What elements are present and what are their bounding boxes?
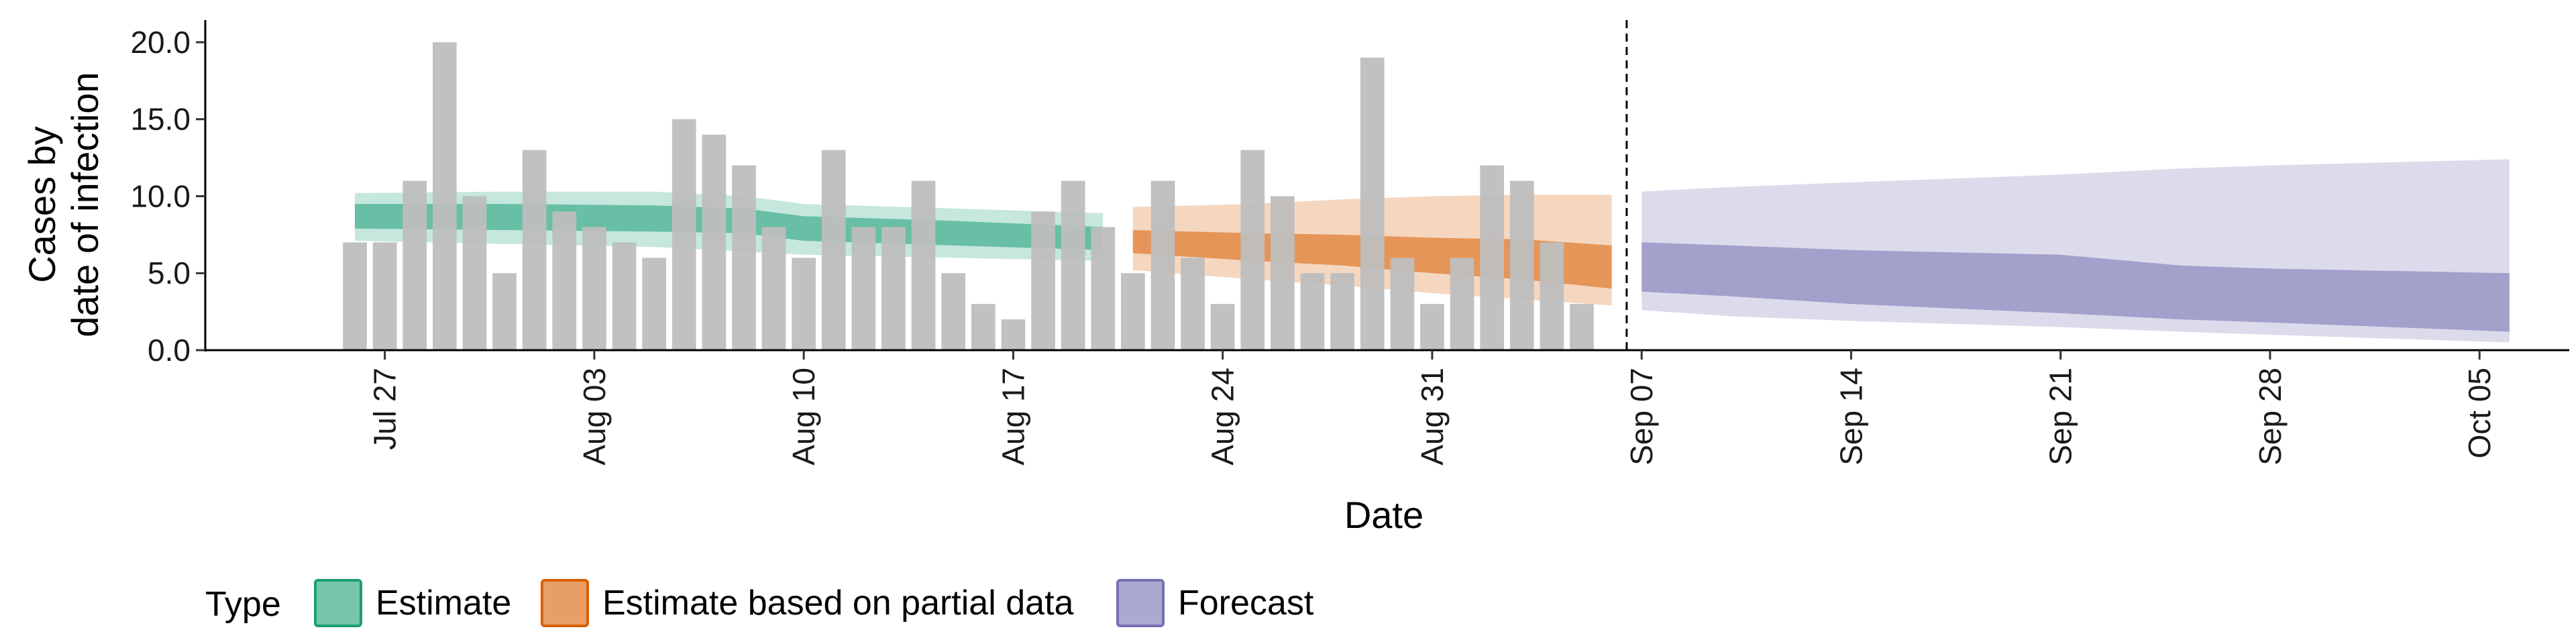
bar [792,258,816,350]
bar [732,165,756,350]
bar [1480,165,1504,350]
bar [1121,273,1145,350]
legend-swatch [1116,579,1165,627]
bar [941,273,965,350]
y-tick-label: 15.0 [130,102,191,137]
bar [761,227,786,350]
bar [433,42,457,350]
bar [343,242,367,350]
bar [1150,180,1175,350]
bar [1570,304,1594,350]
ribbon-inner-2 [1642,242,2510,332]
y-axis-label-line-1: Cases by [21,126,63,282]
bar [1509,180,1534,350]
bar [582,227,606,350]
bar [462,196,487,350]
bar [1210,304,1235,350]
x-tick-label: Sep 21 [2043,368,2078,466]
x-tick-label: Aug 03 [577,368,612,466]
bar [821,150,846,350]
bar [402,180,427,350]
legend-label: Estimate based on partial data [602,584,1074,623]
bar [1540,242,1564,350]
bar [881,227,906,350]
x-tick-label: Aug 24 [1205,368,1240,466]
bar [1031,211,1055,350]
y-tick-label: 20.0 [130,25,191,60]
legend-swatch [541,579,589,627]
bar [911,180,936,350]
bar [552,211,577,350]
bar [1330,273,1354,350]
legend: Type Estimate Estimate based on partial d… [205,579,1314,627]
bar [1181,258,1205,350]
bar [642,258,666,350]
y-axis-label-line-2: date of infection [64,72,106,337]
bar [612,242,637,350]
bar [702,134,727,350]
legend-label: Estimate [376,584,511,623]
bar [1091,227,1116,350]
bar [372,242,397,350]
bar [971,304,996,350]
x-tick-layer: Jul 27 Aug 03 Aug 10 Aug 17 Aug 24 Aug 31 Sep … [368,350,2497,466]
bar-layer [343,42,1594,351]
x-tick-label: Aug 31 [1415,368,1450,466]
bar [672,119,696,350]
bar [1360,57,1385,351]
legend-label: Forecast [1178,584,1314,623]
bar [1450,258,1474,350]
legend-title: Type [205,585,281,624]
y-tick-label: 10.0 [130,178,191,213]
bar [1420,304,1444,350]
y-tick-label: 5.0 [148,256,191,290]
y-tick-label: 0.0 [148,333,191,368]
bar [1001,319,1026,350]
x-tick-label: Aug 10 [786,368,821,466]
x-tick-label: Jul 27 [368,368,402,450]
x-tick-label: Aug 17 [996,368,1030,466]
x-axis-label: Date [1344,494,1424,536]
bar [522,150,547,350]
bar [1300,273,1325,350]
bar [1240,150,1265,350]
x-tick-label: Sep 14 [1833,368,1868,466]
bar [1390,258,1415,350]
bar [851,227,876,350]
x-tick-label: Sep 28 [2253,368,2288,466]
x-tick-label: Oct 05 [2462,368,2497,459]
bar [1271,196,1295,350]
x-tick-label: Sep 07 [1624,368,1659,466]
legend-swatch [314,579,362,627]
bar [492,273,517,350]
y-tick-layer: 0.0 5.0 10.0 15.0 20.0 [130,25,205,368]
bar [1061,180,1085,350]
axes-layer [204,20,2569,352]
